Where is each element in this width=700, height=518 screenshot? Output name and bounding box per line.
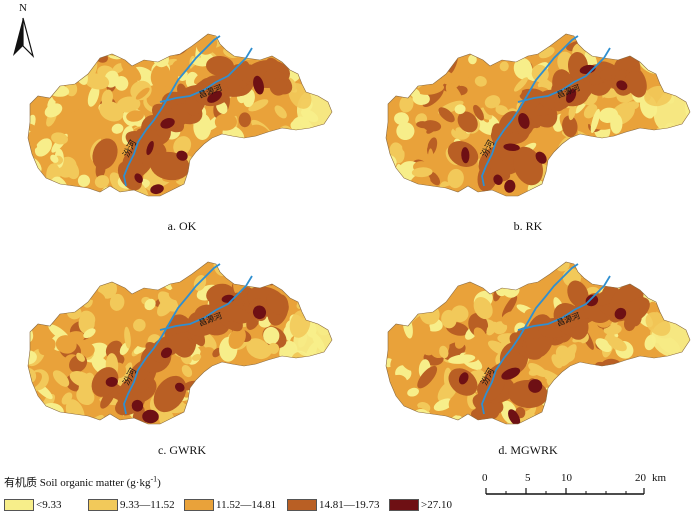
changyuan-river <box>159 47 253 103</box>
legend-item: 11.52—14.81 <box>184 498 276 512</box>
fen-river <box>481 35 579 187</box>
changyuan-river <box>517 275 611 331</box>
scale-bar-graphic <box>485 488 645 495</box>
caption-c: c. GWRK <box>158 443 206 457</box>
scale-unit: km <box>652 472 667 484</box>
scale-tick-label: 20 <box>635 472 646 484</box>
legend-swatch <box>287 499 317 511</box>
scale-tick-label: 10 <box>561 472 572 484</box>
soil-surface <box>28 34 332 196</box>
legend-item: 9.33—11.52 <box>88 498 175 512</box>
soil-surface <box>28 262 332 424</box>
map-panel-a: 汾河 昌源河 <box>20 26 350 206</box>
north-arrow <box>8 4 42 62</box>
north-arrow-icon <box>13 17 35 58</box>
region-boundary <box>27 33 333 197</box>
legend-swatch <box>4 499 34 511</box>
caption-b: b. RK <box>513 219 543 233</box>
map-panel-d: 汾河 昌源河 <box>378 254 700 434</box>
fen-river <box>123 263 221 415</box>
legend-title: 有机质 Soil organic matter (g·kg-1) <box>4 474 161 490</box>
legend-label: <9.33 <box>36 499 62 511</box>
legend-swatch <box>88 499 118 511</box>
caption-d: d. MGWRK <box>498 443 558 457</box>
legend-title-sup: -1 <box>150 474 158 484</box>
changyuan-river <box>517 47 611 103</box>
legend-label: 11.52—14.81 <box>216 499 277 511</box>
map-panel-b: 汾河 昌源河 <box>378 26 700 206</box>
legend-label: >27.10 <box>421 499 452 511</box>
north-label: N <box>19 2 27 14</box>
legend-item: >27.10 <box>389 498 452 512</box>
legend-title-close: ) <box>157 477 161 489</box>
region-boundary <box>27 261 333 425</box>
legend-swatch <box>184 499 214 511</box>
fen-river <box>123 35 221 187</box>
legend-label: 14.81—19.73 <box>319 499 380 511</box>
legend-item: 14.81—19.73 <box>287 498 380 512</box>
legend-title-cn: 有机质 <box>4 477 37 489</box>
legend-label: 9.33—11.52 <box>120 499 175 511</box>
caption-a: a. OK <box>167 219 197 233</box>
scale-tick-label: 0 <box>482 472 488 484</box>
legend-swatch <box>389 499 419 511</box>
legend-item: <9.33 <box>4 498 61 512</box>
region-boundary <box>385 33 691 197</box>
legend-title-en: Soil organic matter (g·kg <box>39 477 151 489</box>
scale-bar: 0 5 10 20 km <box>480 472 680 502</box>
changyuan-river <box>159 275 253 331</box>
map-panel-c: 汾河 昌源河 <box>20 254 350 434</box>
fen-river <box>481 263 579 415</box>
scale-tick-label: 5 <box>525 472 531 484</box>
region-boundary <box>385 261 691 425</box>
